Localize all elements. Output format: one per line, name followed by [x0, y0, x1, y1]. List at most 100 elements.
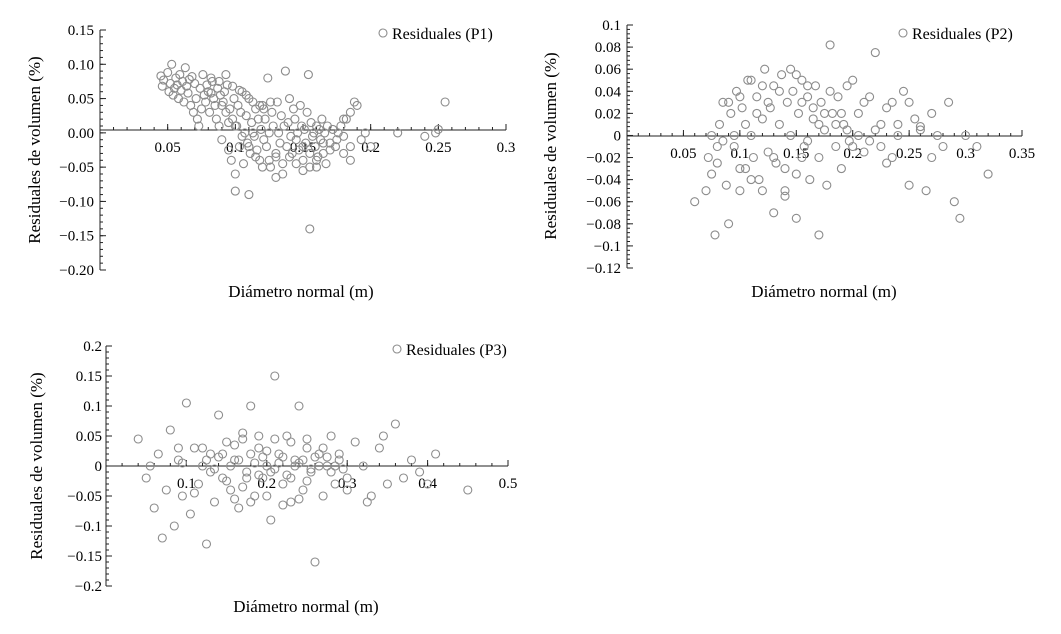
- data-point: [318, 443, 328, 453]
- data-point: [774, 119, 784, 129]
- data-point: [318, 491, 328, 501]
- y-tick-label: 0.05: [76, 429, 102, 445]
- data-point: [326, 467, 336, 477]
- y-tick-label: 0.2: [83, 339, 102, 355]
- data-point: [276, 111, 286, 121]
- data-point: [282, 431, 292, 441]
- data-point: [230, 440, 240, 450]
- data-point: [302, 443, 312, 453]
- data-point: [252, 145, 262, 155]
- data-point: [241, 111, 251, 121]
- data-point: [760, 64, 770, 74]
- data-point: [342, 473, 352, 483]
- data-point: [326, 431, 336, 441]
- data-point: [825, 86, 835, 96]
- data-point: [303, 70, 313, 80]
- data-point: [196, 104, 207, 114]
- data-point: [729, 130, 739, 141]
- data-point: [771, 158, 781, 168]
- data-point: [234, 455, 244, 465]
- data-point: [278, 479, 288, 489]
- data-point: [201, 97, 211, 107]
- data-point: [707, 169, 717, 179]
- data-point: [842, 125, 852, 135]
- data-point: [228, 81, 238, 91]
- y-tick-label: −0.06: [586, 195, 621, 211]
- data-point: [188, 107, 198, 117]
- data-point: [718, 97, 728, 107]
- y-tick-label: 0: [95, 459, 103, 475]
- data-point: [836, 164, 846, 174]
- data-point: [431, 449, 441, 459]
- data-point: [230, 186, 240, 196]
- data-point: [420, 131, 430, 141]
- x-tick-label: 0.5: [499, 476, 518, 492]
- data-point: [282, 142, 292, 152]
- data-point: [853, 130, 863, 141]
- data-point: [217, 135, 227, 145]
- data-point: [334, 449, 344, 459]
- x-tick-label: 0.1: [730, 146, 749, 162]
- y-tick-label: −0.1: [594, 239, 621, 255]
- data-point: [887, 97, 897, 107]
- data-point: [258, 452, 268, 462]
- data-point: [330, 479, 340, 489]
- data-point: [836, 108, 846, 118]
- data-point: [218, 449, 228, 459]
- data-point: [322, 452, 332, 462]
- data-point: [737, 103, 747, 113]
- data-point: [217, 100, 227, 110]
- data-point: [272, 97, 282, 107]
- data-point: [266, 515, 276, 525]
- data-point: [848, 141, 858, 152]
- data-point: [306, 467, 316, 477]
- data-point: [865, 92, 875, 102]
- data-point: [938, 141, 948, 152]
- data-point: [234, 85, 244, 95]
- y-axis-title: Residuales de volumen (%): [27, 372, 46, 559]
- data-point: [286, 497, 296, 507]
- data-point: [282, 470, 292, 480]
- data-point: [291, 135, 301, 145]
- scatter-chart-3: 0.2 0.15 0.1 0.05 0 −0.05 −0.1 −0.15 −0.2 0.1 0.2 0…: [27, 339, 517, 616]
- data-point: [440, 97, 450, 107]
- data-point: [278, 500, 288, 510]
- data-point: [833, 92, 843, 102]
- data-point: [310, 142, 320, 152]
- x-tick-label: 0.3: [497, 140, 516, 156]
- data-point: [724, 219, 734, 229]
- data-point: [278, 159, 288, 169]
- data-point: [302, 107, 312, 117]
- data-point: [334, 455, 344, 465]
- data-point: [251, 152, 261, 162]
- data-point: [927, 108, 937, 118]
- data-point: [703, 152, 713, 163]
- data-point: [345, 107, 355, 117]
- y-tick-label: 0.04: [595, 84, 622, 100]
- data-point: [882, 158, 892, 168]
- data-point: [757, 81, 767, 91]
- data-point: [743, 75, 753, 85]
- data-point: [842, 81, 852, 91]
- data-point: [893, 130, 903, 141]
- data-point: [748, 152, 758, 163]
- data-point: [972, 141, 982, 152]
- data-point: [882, 103, 892, 113]
- data-point: [284, 152, 295, 162]
- y-tick-label: 0.1: [602, 18, 621, 34]
- data-point: [238, 428, 248, 438]
- data-point: [819, 125, 830, 135]
- data-point: [803, 92, 813, 102]
- data-point: [173, 443, 183, 453]
- data-point: [714, 119, 725, 129]
- data-point: [721, 180, 731, 190]
- data-point: [230, 121, 240, 131]
- x-tick-label: 0.25: [425, 140, 451, 156]
- data-point: [183, 88, 193, 98]
- data-point: [808, 103, 818, 113]
- data-point: [350, 437, 360, 447]
- data-point: [810, 81, 821, 91]
- data-point: [774, 86, 784, 96]
- x-tick-label: 0.25: [896, 146, 922, 162]
